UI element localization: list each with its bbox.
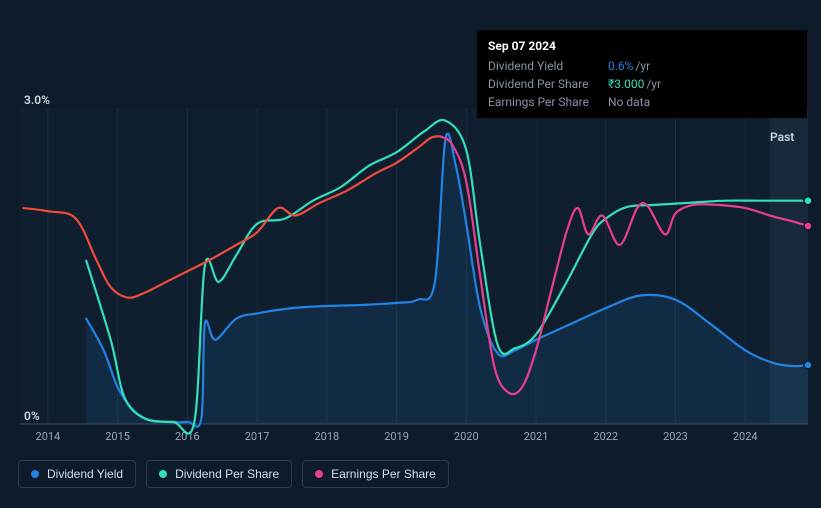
legend-dot [31,470,39,478]
tooltip-row: Dividend Yield0.6% /yr [488,57,796,75]
tooltip-row-value: No data [608,95,650,109]
svg-text:2018: 2018 [314,430,339,443]
tooltip-row-label: Dividend Yield [488,59,608,73]
legend: Dividend Yield Dividend Per Share Earnings… [18,460,449,488]
svg-text:2019: 2019 [384,430,409,443]
tooltip-row-unit: /yr [646,77,661,91]
svg-text:2014: 2014 [36,430,61,443]
chart-tooltip: Sep 07 2024 Dividend Yield0.6% /yrDivide… [477,30,807,118]
svg-text:0%: 0% [24,409,40,423]
tooltip-title: Sep 07 2024 [488,37,796,57]
legend-label: Earnings Per Share [331,467,436,481]
svg-text:2022: 2022 [593,430,618,443]
tooltip-row-value: 0.6% [608,59,633,73]
legend-label: Dividend Yield [47,467,123,481]
legend-item[interactable]: Dividend Per Share [146,460,292,488]
tooltip-row-value: ₹3.000 [608,77,644,91]
legend-label: Dividend Per Share [175,467,279,481]
tooltip-row-label: Dividend Per Share [488,77,608,91]
svg-text:2023: 2023 [663,430,688,443]
tooltip-row-unit: /yr [635,59,650,73]
svg-text:2017: 2017 [245,430,270,443]
legend-item[interactable]: Earnings Per Share [302,460,449,488]
legend-item[interactable]: Dividend Yield [18,460,136,488]
svg-text:3.0%: 3.0% [24,93,50,107]
legend-dot [315,470,323,478]
svg-text:2015: 2015 [105,430,130,443]
tooltip-row-label: Earnings Per Share [488,95,608,109]
svg-text:2016: 2016 [175,430,200,443]
tooltip-row: Dividend Per Share₹3.000 /yr [488,75,796,93]
past-label: Past [770,130,794,144]
chart-container: 0% 3.0% 2014 2015 2016 2017 2018 2019 2020 2021 20… [0,0,821,508]
svg-text:2024: 2024 [733,430,758,443]
svg-text:2020: 2020 [454,430,479,443]
legend-dot [159,470,167,478]
svg-text:2021: 2021 [524,430,549,443]
tooltip-row: Earnings Per ShareNo data [488,93,796,111]
